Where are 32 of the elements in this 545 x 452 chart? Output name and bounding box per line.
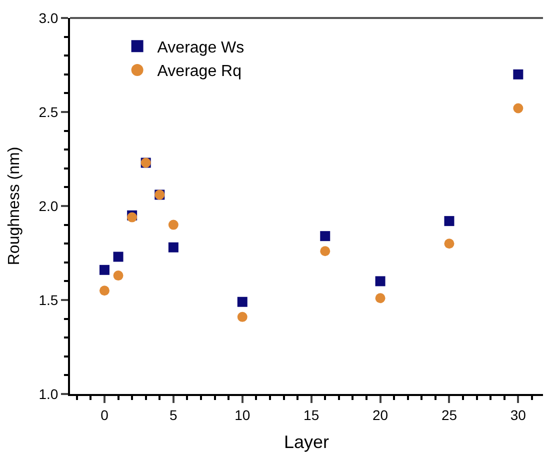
x-tick-label: 0: [100, 406, 109, 423]
x-tick-label: 5: [170, 406, 178, 423]
x-tick-label: 15: [304, 406, 320, 423]
point: [375, 276, 386, 286]
point: [237, 312, 248, 322]
legend-label: Average Ws: [157, 39, 244, 56]
point: [237, 296, 248, 307]
point: [375, 293, 386, 304]
y-tick-label: 1.0: [38, 386, 58, 402]
point: [113, 252, 124, 262]
x-tick-label: 25: [441, 406, 458, 423]
point: [320, 231, 330, 242]
y-tick-label: 1.5: [38, 292, 58, 308]
y-tick-label: 3.0: [38, 10, 58, 26]
x-tick-label: 20: [372, 406, 388, 423]
x-axis-title: Layer: [284, 432, 330, 452]
y-tick-label: 2.0: [38, 198, 58, 214]
point: [513, 69, 524, 80]
point: [99, 264, 110, 275]
point: [99, 286, 110, 296]
point: [168, 220, 178, 230]
point: [513, 103, 524, 114]
point: [168, 242, 178, 252]
point: [444, 238, 454, 249]
legend-label: Average Rq: [157, 63, 242, 80]
x-tick-label: 10: [234, 406, 250, 423]
y-tick-label: 2.5: [38, 104, 58, 120]
x-tick-label: 30: [510, 406, 526, 423]
point: [113, 270, 124, 281]
point: [444, 216, 454, 226]
y-axis-title: Roughness (nm): [6, 146, 24, 266]
point: [320, 246, 330, 256]
